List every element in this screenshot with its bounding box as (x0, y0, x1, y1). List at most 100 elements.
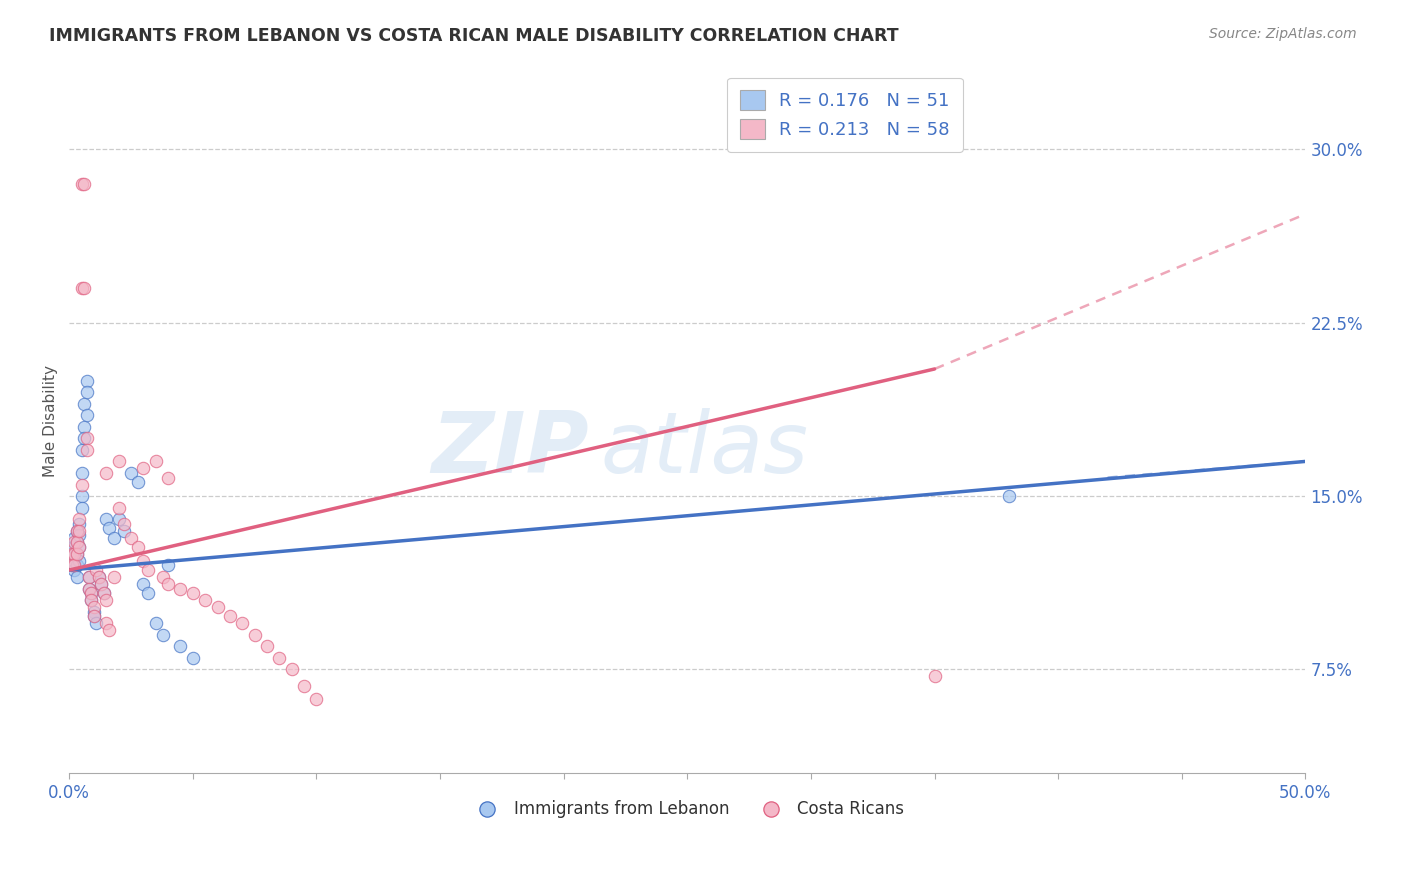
Point (66, 570, 89, 584)
Point (60, 558, 83, 573)
Point (70, 442, 93, 457)
Point (83, 609, 105, 624)
Point (127, 475, 149, 490)
Point (157, 577, 180, 591)
Point (86, 616, 108, 631)
Point (194, 593, 217, 607)
Point (157, 470, 180, 484)
Point (152, 628, 174, 642)
Text: atlas: atlas (600, 408, 808, 491)
Y-axis label: Male Disability: Male Disability (44, 365, 58, 477)
Point (80, 593, 103, 607)
Point (145, 454, 167, 468)
Point (93, 586, 115, 600)
Point (63, 535, 86, 549)
Point (66, 535, 89, 549)
Point (66, 535, 89, 549)
Point (107, 512, 129, 526)
Point (60, 540, 83, 554)
Point (66, 547, 89, 561)
Point (70, 477, 93, 491)
Point (70, 281, 93, 295)
Point (96, 593, 118, 607)
Point (157, 558, 180, 573)
Point (280, 662, 302, 676)
Point (269, 651, 291, 665)
Point (70, 466, 93, 480)
Point (96, 466, 118, 480)
Point (76, 431, 98, 445)
Point (292, 679, 315, 693)
Point (60, 547, 83, 561)
Point (67, 528, 90, 542)
Point (231, 616, 253, 631)
Point (76, 442, 98, 457)
Point (67, 512, 90, 526)
Point (80, 593, 103, 607)
Point (87, 570, 110, 584)
Point (112, 524, 135, 538)
Point (120, 531, 142, 545)
Point (97, 521, 120, 535)
Point (181, 651, 204, 665)
Point (90, 577, 112, 591)
Point (83, 609, 105, 624)
Point (127, 540, 149, 554)
Point (181, 586, 204, 600)
Point (77, 582, 100, 596)
Point (107, 454, 129, 468)
Point (67, 554, 90, 568)
Point (77, 570, 100, 584)
Point (63, 531, 86, 545)
Point (80, 586, 103, 600)
Point (152, 570, 174, 584)
Point (97, 623, 120, 637)
Point (76, 408, 98, 422)
Point (112, 516, 135, 531)
Point (73, 281, 96, 295)
Point (132, 554, 155, 568)
Point (67, 540, 90, 554)
Point (87, 570, 110, 584)
Point (256, 640, 278, 654)
Point (66, 558, 89, 573)
Point (83, 600, 105, 615)
Point (169, 640, 191, 654)
Point (70, 489, 93, 503)
Point (207, 600, 229, 615)
Point (997, 489, 1019, 503)
Point (120, 466, 142, 480)
Point (96, 616, 118, 631)
Point (63, 558, 86, 573)
Point (305, 692, 328, 706)
Point (145, 616, 167, 631)
Point (138, 563, 160, 577)
Point (80, 586, 103, 600)
Point (63, 547, 86, 561)
Point (67, 540, 90, 554)
Point (107, 500, 129, 515)
Point (70, 177, 93, 191)
Point (83, 605, 105, 619)
Point (169, 582, 191, 596)
Point (73, 419, 96, 434)
Point (66, 547, 89, 561)
Point (70, 500, 93, 515)
Point (60, 558, 83, 573)
Point (219, 609, 242, 624)
Point (138, 586, 160, 600)
Point (93, 586, 115, 600)
Point (60, 547, 83, 561)
Point (76, 374, 98, 388)
Point (103, 531, 125, 545)
Text: IMMIGRANTS FROM LEBANON VS COSTA RICAN MALE DISABILITY CORRELATION CHART: IMMIGRANTS FROM LEBANON VS COSTA RICAN M… (49, 27, 898, 45)
Text: Source: ZipAtlas.com: Source: ZipAtlas.com (1209, 27, 1357, 41)
Point (96, 512, 118, 526)
Point (67, 524, 90, 538)
Point (77, 582, 100, 596)
Point (73, 397, 96, 411)
Point (66, 524, 89, 538)
Point (63, 563, 86, 577)
Point (67, 516, 90, 531)
Point (132, 577, 155, 591)
